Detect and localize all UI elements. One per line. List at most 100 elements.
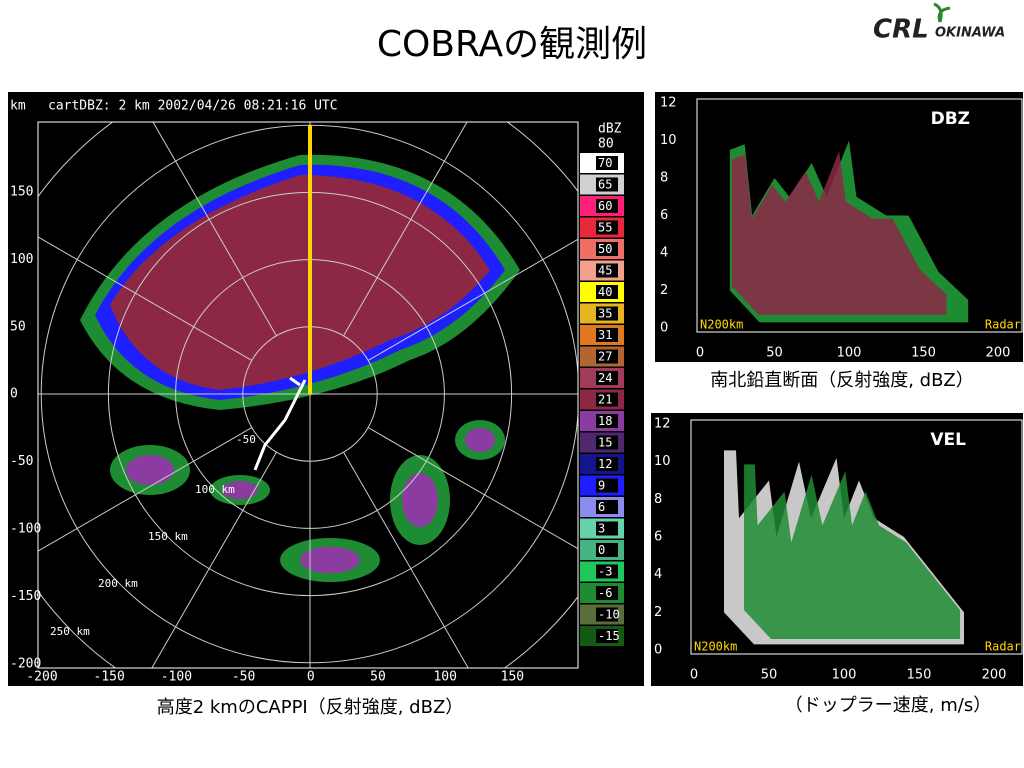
spoke [343, 451, 469, 668]
colorbar-label: 55 [598, 221, 612, 235]
y-tick-label: 0 [10, 387, 18, 402]
colorbar-label-bg [596, 328, 618, 342]
section-right: Radar [985, 640, 1021, 654]
cappi-unit: km [10, 99, 26, 114]
y-tick-label: 50 [10, 319, 26, 334]
colorbar-label-bg [596, 629, 618, 643]
y-tick-label: 150 [10, 185, 33, 200]
x-tick-label: 50 [370, 670, 386, 685]
colorbar-label: 70 [598, 156, 612, 170]
spoke [38, 427, 253, 552]
colorbar-label-bg [596, 199, 618, 213]
colorbar-label-bg [596, 263, 618, 278]
section-left: N200km [694, 640, 737, 654]
y-tick-label: 2 [660, 283, 668, 298]
y-tick-label: -50 [10, 454, 33, 469]
colorbar-label: -6 [598, 586, 612, 600]
logo-text: OKINAWA [935, 26, 1005, 41]
colorbar-label-bg [596, 521, 618, 536]
colorbar-label: 27 [598, 350, 612, 364]
colorbar-label-bg [596, 414, 618, 428]
x-tick-label: -50 [232, 670, 255, 685]
x-tick-label: 50 [761, 668, 778, 683]
colorbar-unit: dBZ [598, 122, 622, 137]
y-tick-label: 4 [660, 246, 668, 261]
x-tick-label: -200 [26, 670, 57, 685]
x-tick-label: 200 [986, 346, 1011, 361]
y-tick-label: -200 [10, 656, 41, 671]
section-left: N200km [700, 318, 743, 332]
y-tick-label: 0 [660, 321, 668, 336]
colorbar-label: 0 [598, 543, 605, 557]
x-tick-label: 100 [433, 670, 456, 685]
y-tick-label: 100 [10, 252, 33, 267]
colorbar-label: 31 [598, 328, 612, 342]
colorbar-label-bg [596, 220, 618, 235]
spoke [151, 451, 277, 668]
colorbar-label-bg [596, 392, 618, 407]
echo-purple [110, 175, 490, 390]
colorbar-label: 50 [598, 242, 612, 256]
colorbar-label: 35 [598, 307, 612, 321]
x-tick-label: 0 [690, 668, 698, 683]
colorbar-label: -3 [598, 565, 612, 579]
colorbar-label-bg [596, 607, 618, 622]
spoke [343, 122, 468, 337]
colorbar-label: 12 [598, 457, 612, 471]
x-tick-label: 100 [832, 668, 857, 683]
y-tick-label: -150 [10, 589, 41, 604]
colorbar-label: 3 [598, 522, 605, 536]
y-tick-label: 6 [654, 530, 662, 545]
x-tick-label: 50 [766, 346, 783, 361]
colorbar-label: 65 [598, 178, 612, 192]
colorbar-label: 45 [598, 264, 612, 278]
x-tick-label: -150 [94, 670, 125, 685]
section-label: VEL [930, 430, 966, 450]
colorbar-label-bg [596, 242, 618, 256]
spoke [367, 238, 578, 361]
x-tick-label: 0 [696, 346, 704, 361]
y-tick-label: 8 [660, 171, 668, 186]
colorbar-label-bg [596, 478, 618, 493]
colorbar-top: 80 [598, 137, 614, 152]
colorbar-label-bg [596, 586, 618, 600]
colorbar-label-bg [596, 349, 618, 364]
y-tick-label: 12 [654, 417, 671, 432]
section-label: DBZ [931, 109, 970, 129]
y-tick-label: 10 [660, 133, 677, 148]
colorbar-label: -15 [598, 629, 620, 643]
colorbar-label: 18 [598, 414, 612, 428]
colorbar-label: 60 [598, 199, 612, 213]
colorbar-label: 15 [598, 436, 612, 450]
spoke [38, 236, 253, 361]
x-tick-label: 0 [307, 670, 315, 685]
y-tick-label: 10 [654, 454, 671, 469]
colorbar-label: 40 [598, 285, 612, 299]
slide-title: COBRAの観測例 [377, 24, 647, 65]
coastline [253, 376, 307, 471]
colorbar-label-bg [596, 371, 618, 385]
section-right: Radar [985, 318, 1021, 332]
y-tick-label: 12 [660, 96, 677, 111]
colorbar-label: 24 [598, 371, 612, 385]
echo-core [402, 473, 438, 527]
x-tick-label: 150 [907, 668, 932, 683]
y-tick-label: 8 [654, 492, 662, 507]
colorbar-label-bg [596, 457, 618, 471]
colorbar-label: -10 [598, 608, 620, 622]
y-tick-label: 6 [660, 208, 668, 223]
section-inner [731, 151, 947, 315]
colorbar-label: 6 [598, 500, 605, 514]
ring-label: 150 km [148, 530, 188, 543]
colorbar-label-bg [596, 156, 618, 170]
x-tick-label: -100 [161, 670, 192, 685]
y-tick-label: 4 [654, 567, 662, 582]
spoke [152, 122, 277, 337]
ring-label: 200 km [98, 577, 138, 590]
cappi-info: cartDBZ: 2 km 2002/04/26 08:21:16 UTC [48, 99, 338, 114]
ring-label: 100 km [195, 483, 235, 496]
